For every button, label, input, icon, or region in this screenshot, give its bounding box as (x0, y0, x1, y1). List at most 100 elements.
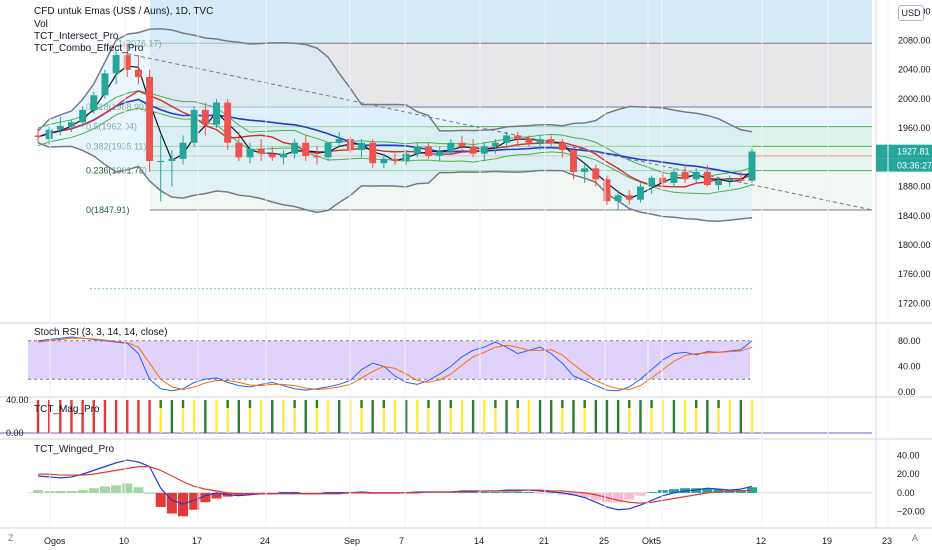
mag-bar (706, 400, 709, 433)
candle-body (447, 142, 455, 152)
mag-bar (471, 400, 475, 433)
stoch-d-line (37, 337, 753, 390)
winged-hist-bar (624, 492, 635, 500)
stoch-band (28, 340, 750, 380)
candle-body (213, 102, 220, 125)
mag-bar (103, 400, 107, 433)
winged-hist-bar (523, 491, 534, 493)
candle-body (681, 171, 689, 180)
price-tick-label: 1840.00 (898, 211, 931, 221)
candle-body (246, 148, 254, 158)
candle-body (547, 139, 555, 143)
winged-hist-bar (557, 492, 568, 495)
winged-hist-bar (99, 486, 110, 493)
mag-bar-cap (427, 400, 430, 408)
mag-bar-cap (315, 400, 319, 408)
mag-pro-title[interactable]: TCT_Mag_Pro (34, 404, 100, 415)
candle-body (570, 150, 577, 172)
mag-bar (360, 400, 363, 433)
mag-bar (293, 400, 296, 433)
ma-red (37, 90, 753, 188)
mag-bar (628, 400, 631, 433)
mag-bar (561, 400, 564, 433)
time-tick-label: 12 (756, 536, 766, 546)
winged-signal-line (38, 466, 753, 504)
mag-bar (695, 400, 698, 433)
winged-hist-bar (66, 491, 77, 493)
mag-bar (449, 400, 452, 433)
candle-body (603, 179, 611, 202)
trend-line (127, 53, 873, 211)
time-tick-label: 24 (260, 536, 270, 546)
auto-scale-corner-icon[interactable]: A (912, 533, 919, 543)
stoch-rsi-title[interactable]: Stoch RSI (3, 3, 14, 14, close) (34, 327, 168, 338)
candle-body (558, 142, 566, 151)
countdown-badge (876, 158, 932, 172)
mag-tick-label: 0.00 (6, 428, 24, 438)
keltner-upper (37, 90, 753, 177)
winged-tick-label: 40.00 (897, 450, 920, 460)
mag-bar (248, 400, 252, 433)
price-tick-label: 2080.00 (898, 36, 931, 46)
winged-hist-bar (77, 490, 88, 493)
winged-hist-bar (32, 490, 44, 493)
mag-bar-cap (561, 400, 564, 408)
mag-bar (505, 400, 508, 433)
mag-bar (47, 400, 51, 433)
candle-body (715, 180, 722, 186)
winged-tick-label: 0.00 (897, 488, 915, 498)
candle-body (90, 95, 98, 110)
zoom-corner-icon[interactable]: Z (8, 533, 14, 543)
mag-bar-cap (248, 400, 252, 408)
mag-bar-cap (293, 400, 296, 408)
mag-bar-cap (628, 400, 631, 408)
price-tick-label: 2040.00 (898, 65, 931, 75)
time-tick-label: 21 (539, 536, 549, 546)
mag-bar-cap (695, 400, 698, 408)
price-tick-label: 1760.00 (898, 269, 931, 279)
time-tick-label: 10 (119, 536, 129, 546)
winged-hist-bar (646, 491, 657, 493)
candle-body (157, 161, 165, 162)
mag-bar (114, 400, 118, 433)
time-tick-label: 17 (192, 536, 202, 546)
winged-pro-title[interactable]: TCT_Winged_Pro (34, 444, 115, 455)
symbol-title: CFD untuk Emas (US$ / Auns), 1D, TVC (34, 6, 214, 17)
candle-body (123, 55, 131, 70)
candle-body (45, 129, 53, 140)
legend-intersect[interactable]: TCT_Intersect_Pro (34, 31, 119, 42)
mag-bar (282, 400, 285, 433)
price-tick-label: 1880.00 (898, 182, 931, 192)
mag-bar (460, 400, 464, 433)
winged-hist-bar (702, 488, 713, 493)
candle-body (625, 195, 633, 200)
candle-body (413, 146, 421, 154)
mag-bar (326, 400, 330, 433)
candle-body (659, 177, 667, 183)
mag-bar (271, 400, 274, 433)
mag-bar (170, 400, 174, 433)
candle-body (335, 139, 343, 143)
time-tick-label: Sep (344, 536, 360, 546)
mag-bar (494, 400, 497, 433)
candle-body (636, 186, 644, 200)
mag-bar (70, 400, 73, 433)
mag-bar-cap (449, 400, 452, 408)
time-tick-label: 14 (474, 536, 484, 546)
candle-body (101, 73, 109, 96)
winged-hist-bar (512, 491, 523, 493)
candle-body (491, 142, 499, 147)
legend-vol[interactable]: Vol (34, 19, 48, 30)
legend-combo-effect[interactable]: TCT_Combo_Effect_Pro (34, 43, 144, 54)
mag-bar (717, 400, 720, 433)
winged-hist-bar (546, 492, 557, 494)
candle-body (514, 135, 522, 140)
mag-bar (672, 400, 676, 433)
candle-body (190, 109, 198, 143)
mag-bar-cap (226, 400, 229, 408)
currency-badge[interactable]: USD (898, 5, 924, 21)
winged-hist-bar (579, 492, 590, 498)
time-tick-label: 23 (882, 536, 892, 546)
candle-body (313, 155, 321, 158)
